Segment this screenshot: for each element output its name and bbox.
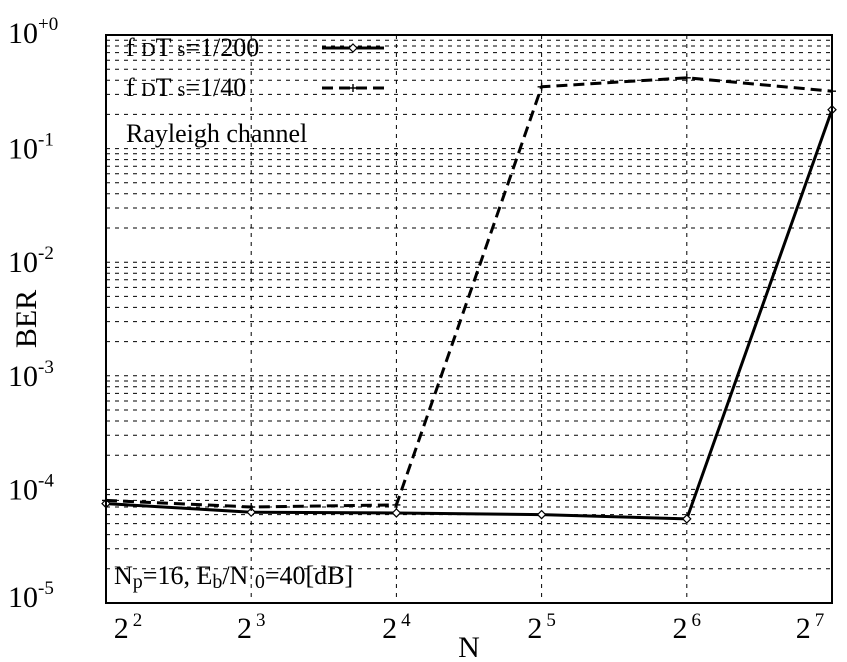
plot-frame bbox=[105, 34, 833, 604]
legend-sub-s: s bbox=[178, 39, 186, 61]
plus-marker bbox=[247, 502, 256, 511]
params-slash: /N bbox=[222, 561, 255, 590]
diamond-marker bbox=[246, 507, 257, 518]
y-tick-base: 10 bbox=[8, 360, 38, 393]
plus-marker bbox=[349, 84, 357, 92]
x-tick-exp: 7 bbox=[815, 610, 825, 631]
x-tick-base: 2 bbox=[114, 612, 129, 645]
y-tick-exp: -3 bbox=[38, 357, 54, 378]
legend-f: f bbox=[126, 73, 141, 102]
series-line bbox=[105, 109, 834, 521]
x-tick-exp: 6 bbox=[692, 610, 702, 631]
y-tick-label: 10+0 bbox=[8, 14, 58, 50]
series-layer bbox=[101, 73, 837, 524]
diamond-marker bbox=[681, 514, 692, 524]
legend-rest: =1/200 bbox=[185, 33, 259, 62]
params-annotation: Np=16, Eb/N 0=40[dB] bbox=[114, 561, 353, 593]
params-tail: =40[dB] bbox=[265, 561, 353, 590]
diamond-marker bbox=[348, 43, 358, 53]
legend-sub-s: s bbox=[178, 79, 186, 101]
legend-label: f DT s=1/40 bbox=[126, 73, 246, 102]
diamond-marker bbox=[391, 508, 402, 518]
params-zero-sub: 0 bbox=[255, 571, 265, 593]
legend-f: f bbox=[126, 33, 141, 62]
x-axis-label: N bbox=[458, 631, 480, 662]
y-axis-label: BER bbox=[10, 290, 43, 348]
legend-t: T bbox=[156, 33, 178, 62]
x-tick-base: 2 bbox=[796, 612, 811, 645]
y-tick-label: 10-4 bbox=[8, 470, 54, 506]
x-tick-base: 2 bbox=[237, 612, 252, 645]
y-tick-base: 10 bbox=[8, 133, 38, 166]
params-p-rest: =16, E bbox=[143, 561, 213, 590]
y-tick-label: 10-1 bbox=[8, 130, 54, 166]
x-tick-base: 2 bbox=[673, 612, 688, 645]
y-tick-base: 10 bbox=[8, 581, 38, 614]
x-tick-exp: 4 bbox=[401, 610, 411, 631]
y-tick-base: 10 bbox=[8, 246, 38, 279]
series-solid bbox=[101, 104, 837, 524]
legend-label: f DT s=1/200 bbox=[126, 33, 259, 62]
params-p-sub: p bbox=[133, 571, 143, 593]
y-tick-base: 10 bbox=[8, 473, 38, 506]
legend-sub-d: D bbox=[141, 79, 155, 101]
y-tick-label: 10-5 bbox=[8, 578, 54, 614]
diamond-marker bbox=[536, 509, 547, 520]
x-tick-base: 2 bbox=[382, 612, 397, 645]
y-tick-exp: -2 bbox=[38, 243, 54, 264]
y-tick-exp: +0 bbox=[38, 14, 58, 35]
legend-t: T bbox=[156, 73, 178, 102]
channel-annotation: Rayleigh channel bbox=[126, 119, 307, 148]
x-tick-exp: 2 bbox=[133, 610, 143, 631]
x-tick-base: 2 bbox=[527, 612, 542, 645]
x-tick-exp: 5 bbox=[546, 610, 556, 631]
params-n: N bbox=[114, 561, 133, 590]
y-tick-base: 10 bbox=[8, 17, 38, 50]
y-tick-exp: -4 bbox=[38, 470, 54, 491]
series-line bbox=[105, 76, 833, 509]
legend-rest: =1/40 bbox=[185, 73, 246, 102]
x-tick-exp: 3 bbox=[256, 610, 266, 631]
plus-marker bbox=[682, 73, 691, 82]
plus-marker bbox=[537, 82, 546, 91]
y-tick-exp: -5 bbox=[38, 578, 54, 599]
y-tick-label: 10-3 bbox=[8, 357, 54, 393]
plus-marker bbox=[392, 500, 401, 509]
y-tick-exp: -1 bbox=[38, 130, 54, 151]
params-b-sub: b bbox=[212, 571, 222, 593]
y-tick-labels: 10+010-110-210-310-410-5 bbox=[8, 14, 58, 614]
y-tick-label: 10-2 bbox=[8, 243, 54, 279]
legend-sub-d: D bbox=[141, 39, 155, 61]
